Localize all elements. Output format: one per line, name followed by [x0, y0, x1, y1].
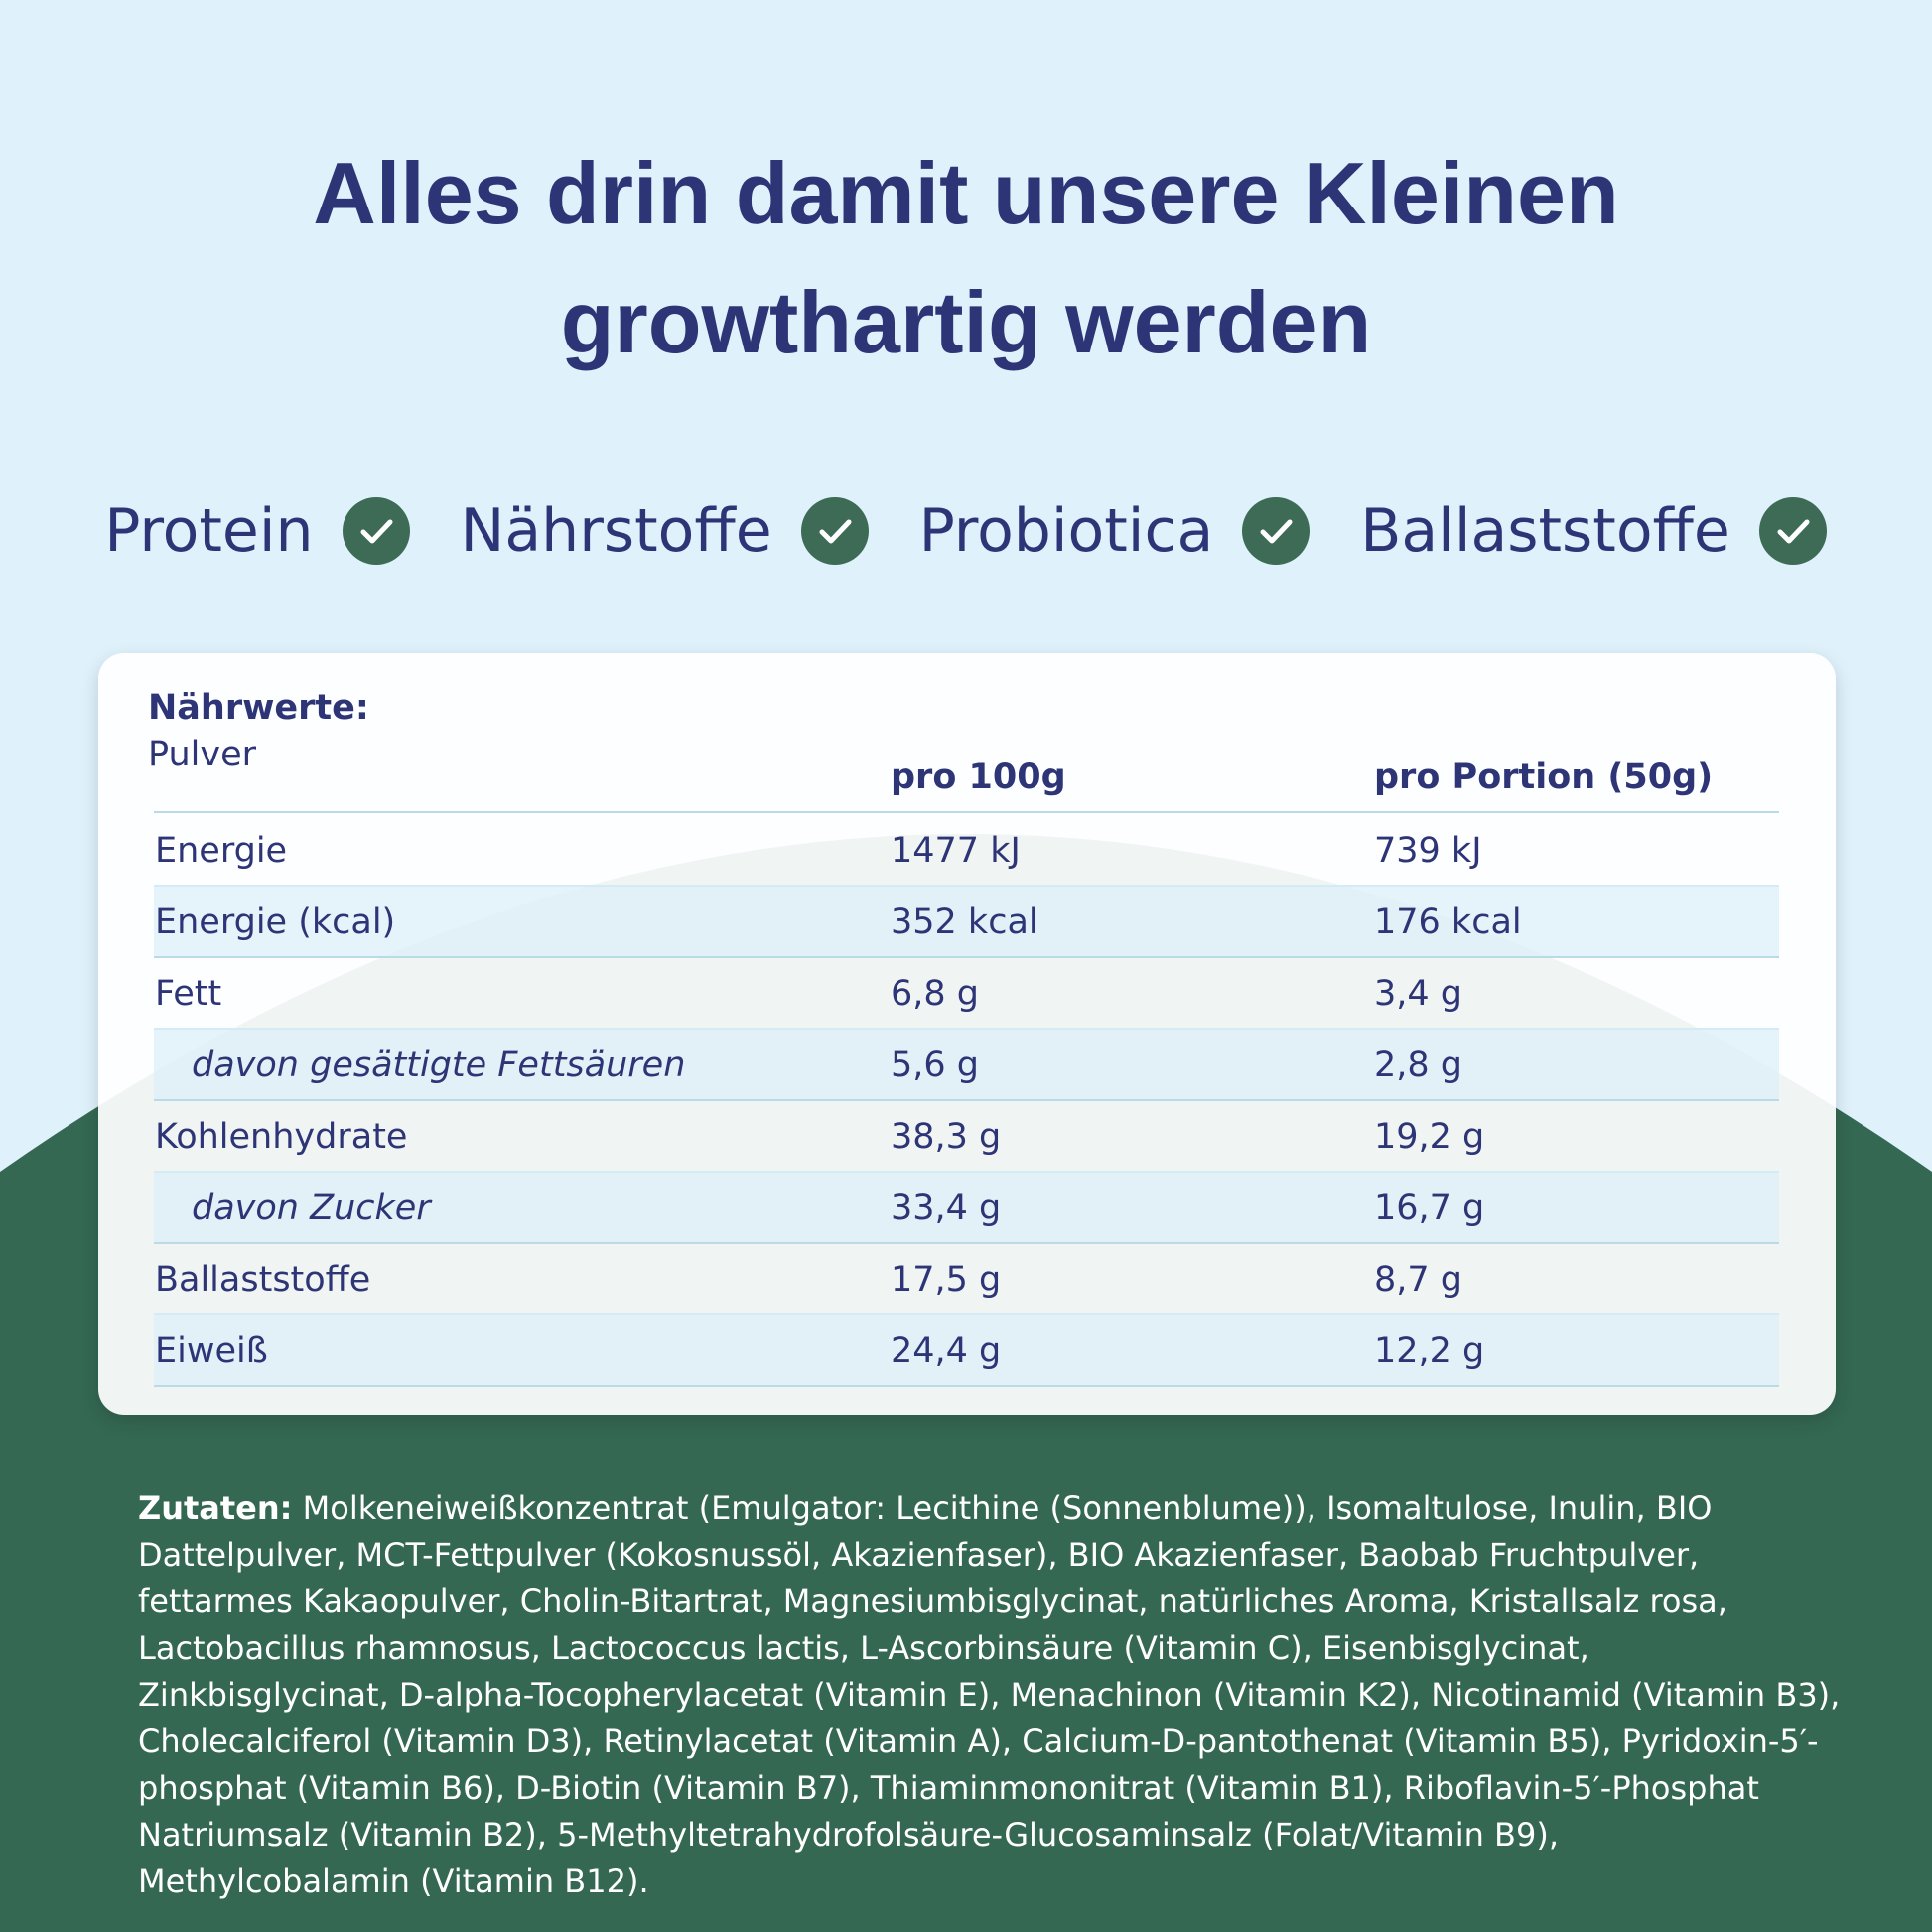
cell: 2,8 g — [1374, 1045, 1463, 1085]
check-icon — [1758, 497, 1827, 565]
table-title: Nährwerte: — [148, 688, 369, 728]
cell: 16,7 g — [1374, 1188, 1485, 1228]
table-row: Energie 1477 kJ 739 kJ — [154, 813, 1779, 887]
row-label: Kohlenhydrate — [155, 1117, 408, 1157]
cell: 3,4 g — [1374, 974, 1463, 1014]
header-rule — [154, 811, 1779, 813]
check-icon — [1242, 497, 1311, 565]
feature: Ballaststoffe — [1360, 496, 1828, 566]
check-icon — [342, 497, 410, 565]
table-row: Fett 6,8 g 3,4 g — [154, 956, 1779, 1030]
row-label: davon gesättigte Fettsäuren — [192, 1045, 686, 1085]
cell: 17,5 g — [891, 1260, 1002, 1300]
table-row: Eiweiß 24,4 g 12,2 g — [154, 1313, 1779, 1387]
cell: 352 kcal — [891, 902, 1038, 942]
row-label: Energie (kcal) — [155, 902, 396, 942]
title: Alles drin damit unsere Kleinen growthart… — [0, 129, 1932, 387]
cell: 1477 kJ — [891, 831, 1021, 871]
ingredients-label: Zutaten: — [138, 1489, 293, 1527]
title-line: Alles drin damit unsere Kleinen — [313, 144, 1619, 242]
feature: Protein — [104, 496, 410, 566]
ingredients: Zutaten: Molkeneiweißkonzentrat (Emulgat… — [138, 1485, 1841, 1905]
cell: 24,4 g — [891, 1331, 1002, 1371]
cell: 8,7 g — [1374, 1260, 1463, 1300]
feature-label: Protein — [104, 496, 314, 566]
check-icon — [800, 497, 869, 565]
row-label: davon Zucker — [192, 1188, 431, 1228]
table-row: Ballaststoffe 17,5 g 8,7 g — [154, 1242, 1779, 1315]
cell: 12,2 g — [1374, 1331, 1485, 1371]
cell: 33,4 g — [891, 1188, 1002, 1228]
feature-label: Ballaststoffe — [1360, 496, 1730, 566]
cell: 19,2 g — [1374, 1117, 1485, 1157]
feature: Probiotica — [919, 496, 1311, 566]
feature-label: Nährstoffe — [460, 496, 772, 566]
table-row: davon Zucker 33,4 g 16,7 g — [154, 1171, 1779, 1244]
table-row: davon gesättigte Fettsäuren 5,6 g 2,8 g — [154, 1028, 1779, 1101]
cell: 38,3 g — [891, 1117, 1002, 1157]
table-row: Kohlenhydrate 38,3 g 19,2 g — [154, 1099, 1779, 1173]
feature: Nährstoffe — [461, 496, 870, 566]
title-line: growthartig werden — [560, 273, 1372, 371]
ingredients-text: Molkeneiweißkonzentrat (Emulgator: Lecit… — [138, 1489, 1841, 1900]
cell: 739 kJ — [1374, 831, 1482, 871]
row-label: Ballaststoffe — [155, 1260, 371, 1300]
row-label: Eiweiß — [155, 1331, 268, 1371]
features: Protein Nährstoffe Probiotica Ballaststoffe — [0, 496, 1932, 566]
row-label: Fett — [155, 974, 222, 1014]
cell: 5,6 g — [891, 1045, 980, 1085]
cell: 6,8 g — [891, 974, 980, 1014]
row-label: Energie — [155, 831, 288, 871]
cell: 176 kcal — [1374, 902, 1522, 942]
table-row: Energie (kcal) 352 kcal 176 kcal — [154, 885, 1779, 958]
table-subtitle: Pulver — [148, 735, 257, 774]
column-header: pro Portion (50g) — [1374, 758, 1714, 797]
column-header: pro 100g — [891, 758, 1066, 797]
feature-label: Probiotica — [918, 496, 1214, 566]
